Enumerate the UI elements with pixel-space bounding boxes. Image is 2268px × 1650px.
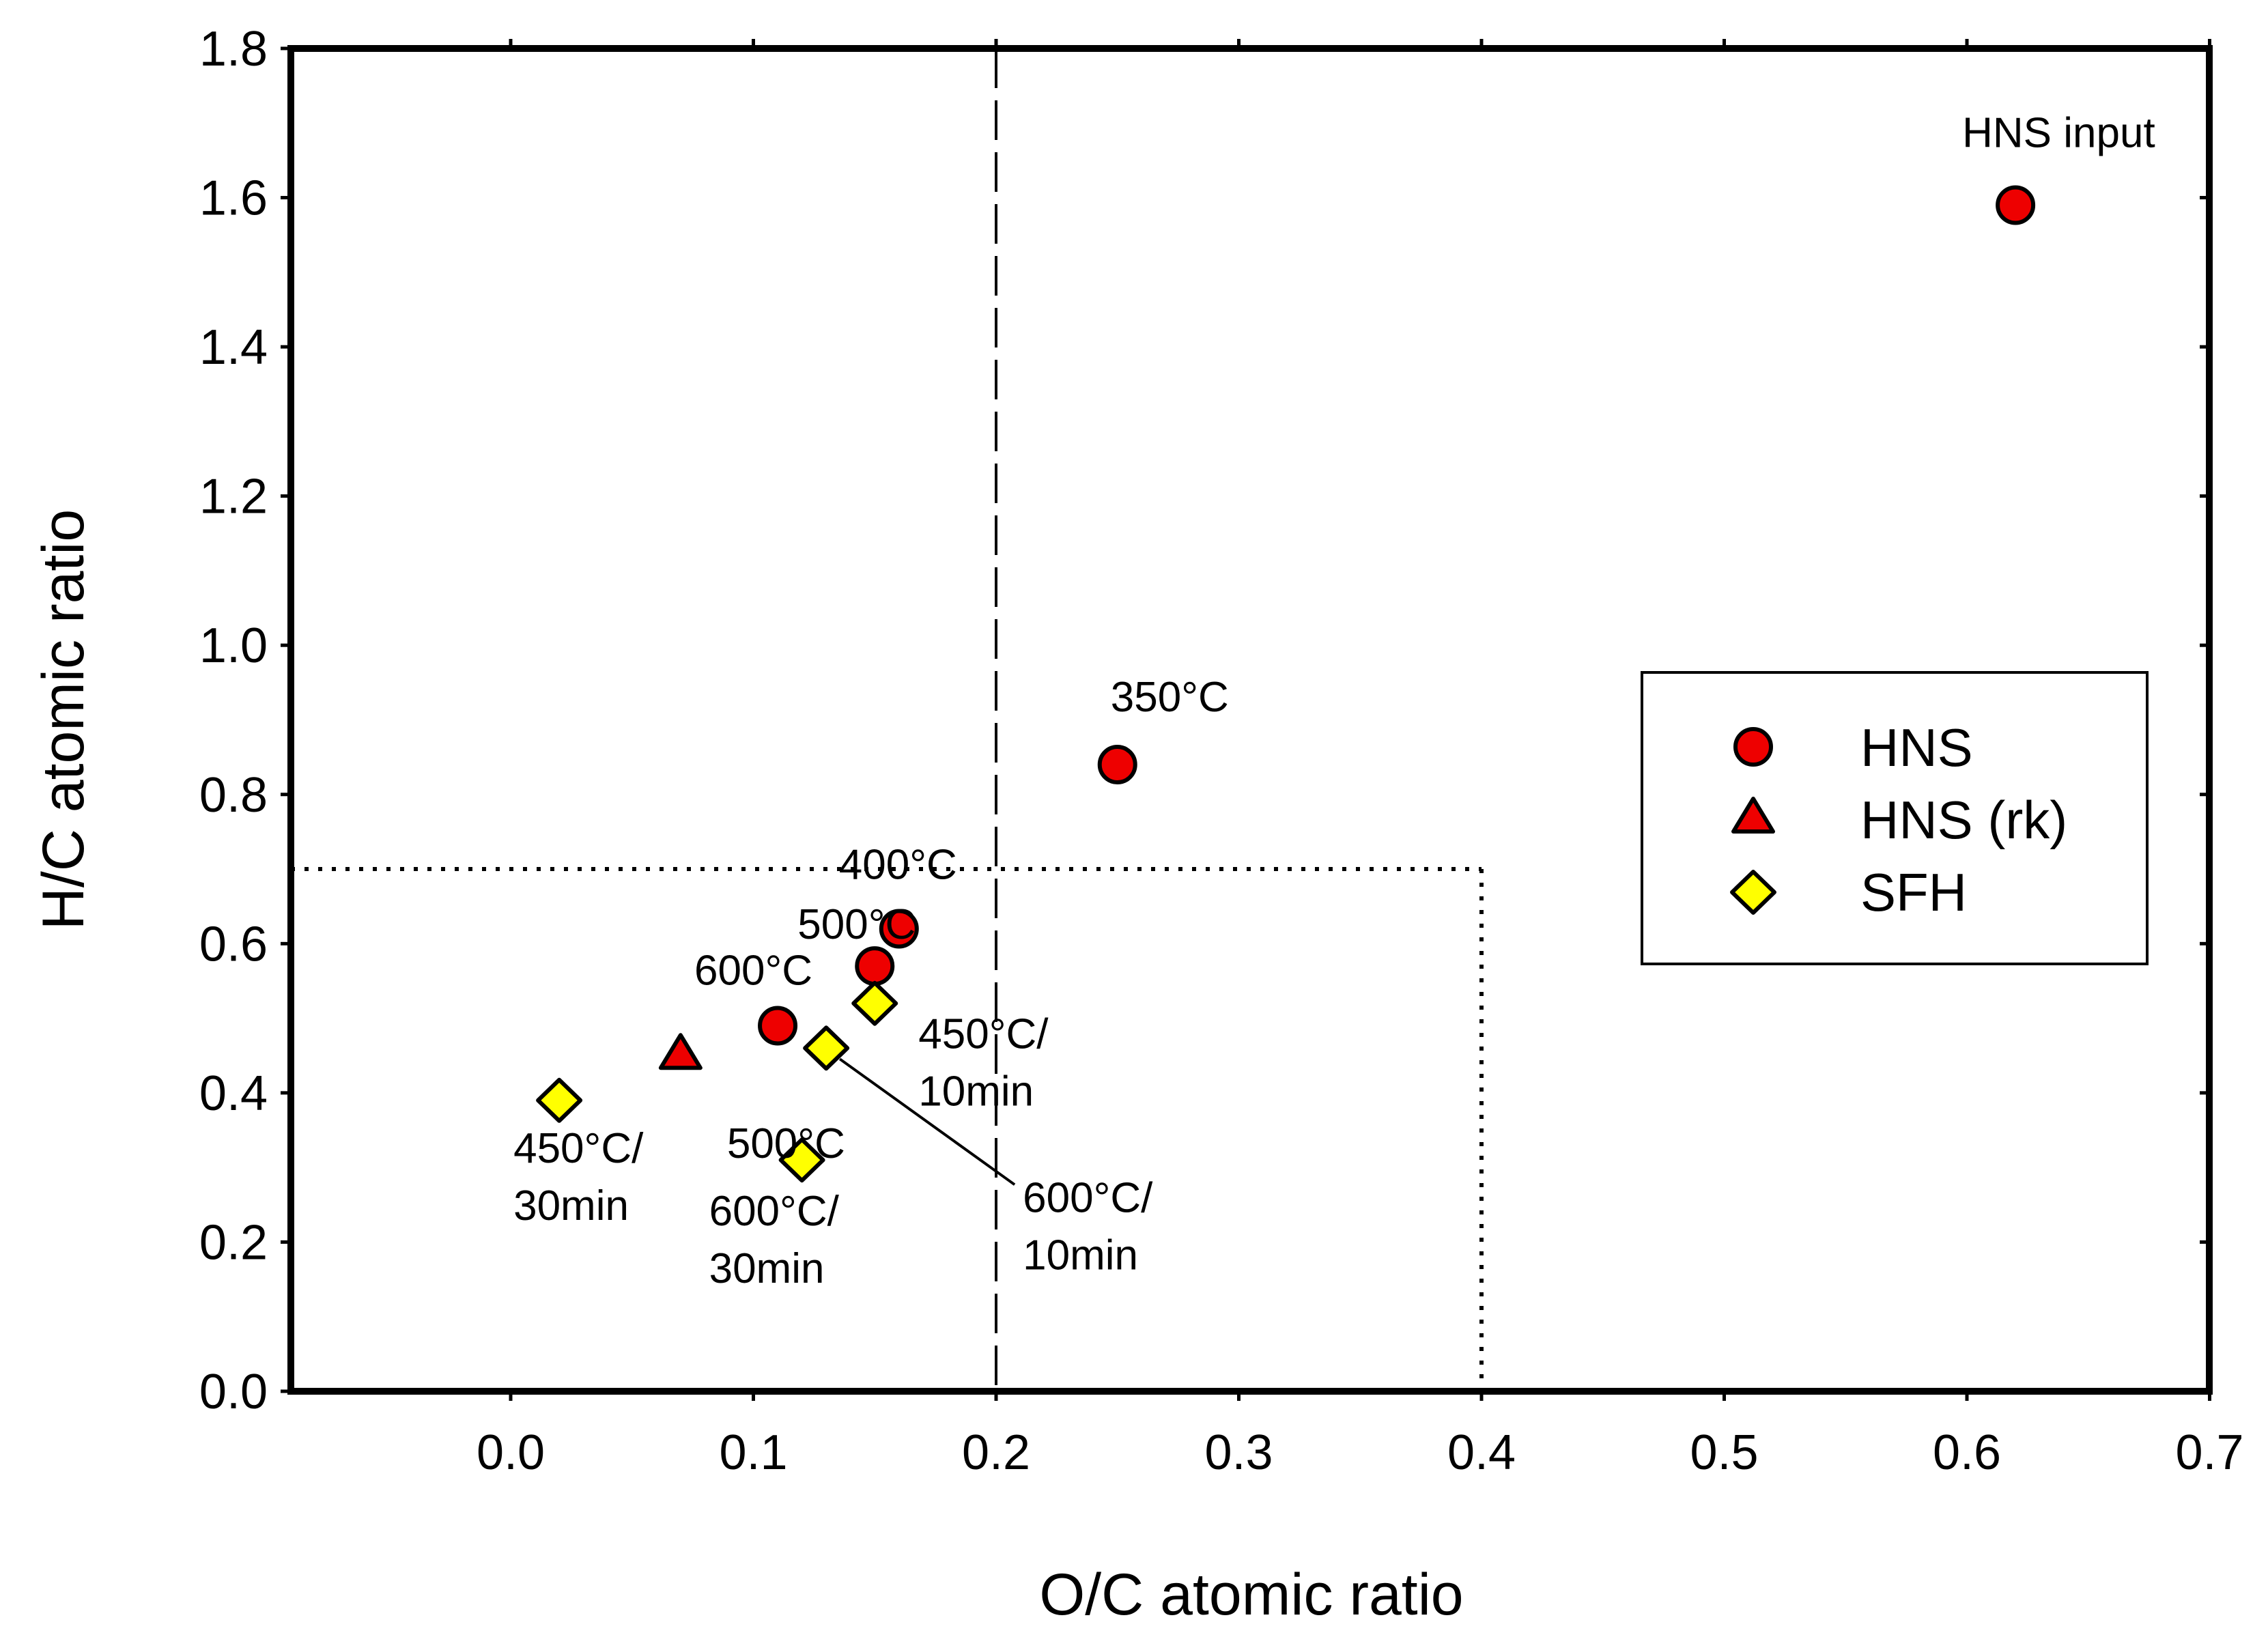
legend: HNS HNS (rk) SFH xyxy=(1641,671,2149,965)
plot-frame xyxy=(287,45,2213,1395)
legend-marker-hns-rk xyxy=(1731,797,1775,834)
y-tick-label: 1.2 xyxy=(199,470,268,524)
annotation-sfh-2: 450°C/30min xyxy=(513,1125,644,1229)
point-annotations: HNS input350°C400°C500°C600°C500°C450°C/… xyxy=(513,109,2155,1292)
x-tick-label: 0.0 xyxy=(477,1425,545,1480)
annotation-hns-0: HNS input xyxy=(1962,109,2155,156)
y-tick-label: 0.6 xyxy=(199,917,268,971)
annotation-hns-rk-0: 500°C xyxy=(727,1120,845,1167)
annotation-connectors xyxy=(838,1057,1016,1186)
axis-ticks: 0.0 0.1 0.2 0.3 0.4 0.5 0.6 0.7 0.0 0.2 0.4 0.6 0.8 1… xyxy=(199,22,2244,1480)
reference-lines xyxy=(291,48,1484,1391)
y-tick-label: 1.6 xyxy=(199,171,268,226)
annotation-hns-2: 400°C xyxy=(839,841,957,888)
annotation-sfh-1: 600°C/10min xyxy=(1023,1174,1153,1279)
legend-label-hns: HNS xyxy=(1860,717,1973,778)
y-tick-label: 1.0 xyxy=(199,618,268,673)
point-hns-0 xyxy=(1996,185,2036,225)
x-tick-label: 0.4 xyxy=(1447,1425,1516,1480)
x-axis-title: O/C atomic ratio xyxy=(1039,1562,1463,1627)
y-tick-label: 0.4 xyxy=(199,1066,268,1121)
annotation-hns-1: 350°C xyxy=(1111,674,1229,721)
x-tick-label: 0.3 xyxy=(1204,1425,1273,1480)
legend-marker-sfh xyxy=(1730,870,1776,915)
y-tick-label: 1.4 xyxy=(199,320,268,375)
x-tick-label: 0.2 xyxy=(962,1425,1030,1480)
legend-label-sfh: SFH xyxy=(1860,862,1967,922)
x-tick-label: 0.5 xyxy=(1690,1425,1758,1480)
point-hns-4 xyxy=(758,1006,798,1046)
annotation-hns-4: 600°C xyxy=(694,948,812,995)
point-sfh-2 xyxy=(536,1077,583,1123)
legend-box xyxy=(1641,671,2149,965)
annotation-sfh-3: 600°C/30min xyxy=(709,1188,840,1292)
point-hns-1 xyxy=(1097,745,1137,785)
legend-label-hns-rk: HNS (rk) xyxy=(1860,790,2067,850)
point-sfh-1 xyxy=(803,1025,850,1071)
x-tick-label: 0.1 xyxy=(719,1425,787,1480)
point-hns-2 xyxy=(879,909,919,949)
data-points xyxy=(536,185,2036,1183)
point-hns-rk-0 xyxy=(658,1033,703,1070)
x-tick-label: 0.7 xyxy=(2175,1425,2243,1480)
y-tick-label: 0.0 xyxy=(199,1365,268,1419)
annotation-hns-3: 500°C xyxy=(797,901,916,948)
point-sfh-0 xyxy=(851,980,898,1026)
y-tick-label: 0.8 xyxy=(199,768,268,823)
point-sfh-3 xyxy=(778,1137,825,1183)
annotation-sfh-0: 450°C/10min xyxy=(918,1011,1049,1115)
point-hns-3 xyxy=(855,946,895,986)
legend-marker-hns xyxy=(1733,727,1773,767)
connector-sfh-1 xyxy=(838,1057,1016,1186)
y-axis-title: H/C atomic ratio xyxy=(31,509,96,930)
y-tick-label: 1.8 xyxy=(199,22,268,76)
y-tick-label: 0.2 xyxy=(199,1215,268,1270)
x-tick-label: 0.6 xyxy=(1933,1425,2001,1480)
